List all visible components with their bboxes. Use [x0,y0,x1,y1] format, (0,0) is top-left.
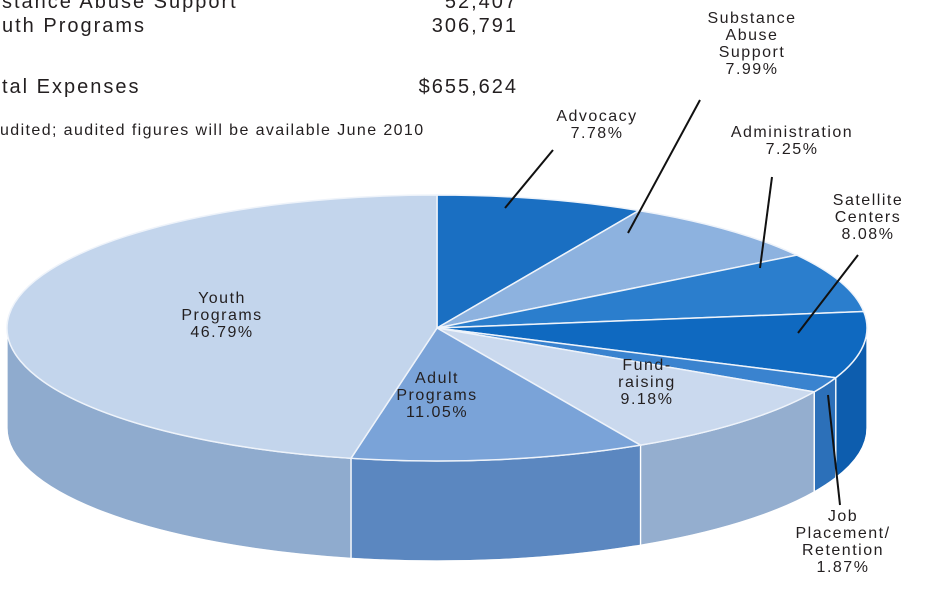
category-label: Job Placement/ Retention [795,508,891,559]
slice [6,194,438,460]
category-label: Adult Programs [396,370,478,404]
slice-label: Adult Programs 11.05% [396,370,477,421]
slice-side-shade [350,444,642,562]
value-label: 7.25% [765,141,819,158]
slice-label: Satellite Centers 8.08% [833,192,903,243]
value-label: 8.08% [841,226,895,243]
row-label: stance Abuse Support [2,0,238,13]
slice-label: Youth Programs 46.79% [181,290,262,341]
slice [349,326,643,462]
row-value: $655,624 [418,76,518,98]
footnote: udited; audited figures will be availabl… [0,122,425,139]
value-label: 11.05% [405,404,469,421]
row-label: tal Expenses [2,76,141,98]
category-label: Advocacy [556,108,638,125]
slice [436,327,817,446]
category-label: Satellite Centers [832,192,904,226]
leader-line [797,254,859,334]
slice-label: Fund- raising 9.18% [618,357,676,408]
slice-label: Job Placement/ Retention 1.87% [795,508,890,576]
slice-label: Substance Abuse Support 7.99% [707,10,796,78]
row-value: 306,791 [431,15,518,37]
row-label: uth Programs [2,15,147,37]
slice-label: Administration 7.25% [731,124,853,158]
slice [436,194,642,330]
leader-line [504,149,554,209]
leader-line [627,99,701,234]
slice [436,310,868,379]
value-label: 46.79% [190,324,254,341]
category-label: Administration [730,124,854,141]
row-value: 52,407 [444,0,518,13]
slice [436,254,865,329]
value-label: 1.87% [816,559,870,576]
slice [436,209,800,329]
value-label: 9.18% [620,391,674,408]
slice-label: Advocacy 7.78% [556,108,637,142]
value-label: 7.78% [570,125,624,142]
leader-line [827,394,841,506]
leader-line [759,176,773,269]
value-label: 7.99% [725,61,779,78]
category-label: Youth Programs [181,290,263,324]
category-label: Fund- raising [618,357,676,391]
category-label: Substance Abuse Support [707,10,797,61]
